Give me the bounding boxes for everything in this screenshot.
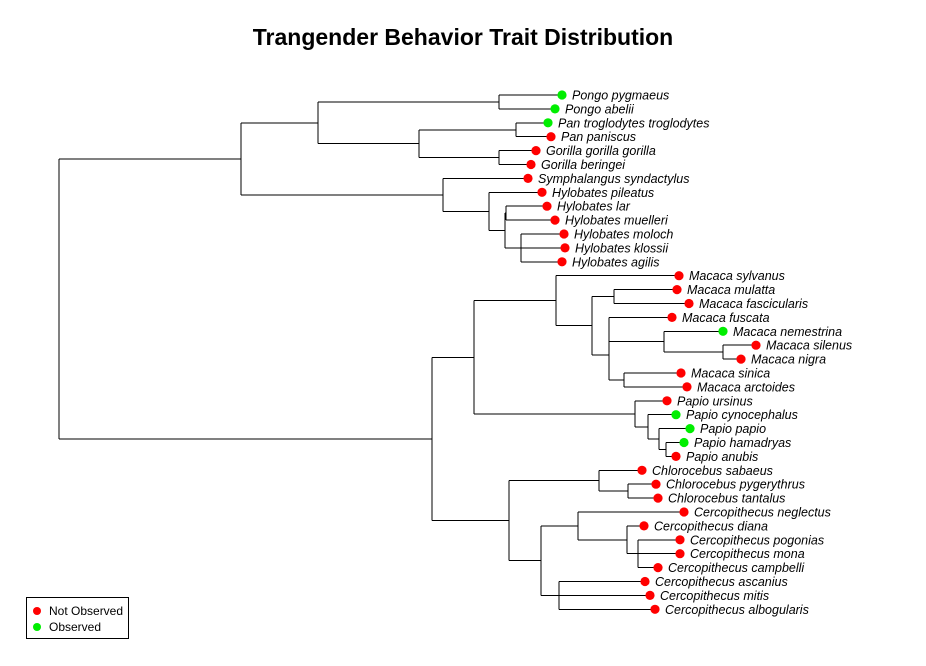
trait-marker <box>653 563 663 573</box>
species-label: Macaca silenus <box>766 339 852 353</box>
species-label: Cercopithecus ascanius <box>655 575 788 589</box>
species-label: Chlorocebus pygerythrus <box>666 478 805 492</box>
species-label: Chlorocebus sabaeus <box>652 464 773 478</box>
trait-marker <box>672 285 682 295</box>
trait-marker <box>674 271 684 281</box>
species-label: Macaca arctoides <box>697 380 795 394</box>
species-label: Pan troglodytes troglodytes <box>558 116 709 130</box>
trait-marker <box>546 132 556 142</box>
legend: Not Observed Observed <box>26 597 129 639</box>
trait-marker <box>557 90 567 100</box>
trait-marker <box>640 576 650 587</box>
legend-label-not-observed: Not Observed <box>49 604 124 618</box>
species-label: Cercopithecus neglectus <box>694 506 831 520</box>
trait-marker <box>679 437 689 448</box>
species-label: Cercopithecus campbelli <box>668 561 805 575</box>
legend-item-not-observed: Not Observed <box>33 604 123 618</box>
trait-marker <box>526 159 536 170</box>
legend-label-observed: Observed <box>49 620 102 634</box>
trait-marker <box>531 146 541 156</box>
trait-marker <box>559 229 569 239</box>
species-label: Papio papio <box>700 422 766 436</box>
species-label: Hylobates lar <box>557 200 631 214</box>
species-label: Macaca fascicularis <box>699 297 808 311</box>
legend-observed-swatch <box>33 623 41 631</box>
species-label: Papio ursinus <box>677 394 753 408</box>
species-label: Cercopithecus diana <box>654 519 768 533</box>
trait-marker <box>653 493 663 503</box>
trait-marker <box>671 410 681 420</box>
legend-not-observed-swatch <box>33 607 41 615</box>
species-label: Macaca sinica <box>691 367 770 381</box>
trait-marker <box>537 187 547 197</box>
species-label: Papio cynocephalus <box>686 408 798 422</box>
trait-marker <box>718 326 728 336</box>
species-label: Macaca sylvanus <box>689 269 785 283</box>
species-label: Papio hamadryas <box>694 436 791 450</box>
species-label: Symphalangus syndactylus <box>538 172 689 186</box>
trait-marker <box>550 215 560 225</box>
trait-marker <box>676 368 686 378</box>
tree-branches <box>58 94 756 610</box>
species-label: Cercopithecus pogonias <box>690 533 824 547</box>
trait-marker <box>684 298 694 309</box>
species-label: Pongo abelii <box>565 102 635 116</box>
species-label: Chlorocebus tantalus <box>668 492 785 506</box>
trait-marker <box>645 590 655 601</box>
species-label: Cercopithecus albogularis <box>665 603 809 617</box>
trait-marker <box>639 521 649 531</box>
trait-marker <box>675 549 685 559</box>
species-label: Gorilla beringei <box>541 158 626 172</box>
species-label: Gorilla gorilla gorilla <box>546 144 656 158</box>
trait-marker <box>675 535 685 545</box>
trait-marker <box>736 354 746 364</box>
species-label: Macaca fuscata <box>682 311 770 325</box>
species-label: Macaca mulatta <box>687 283 775 297</box>
species-label: Hylobates klossii <box>575 241 669 255</box>
species-label: Hylobates muelleri <box>565 214 669 228</box>
trait-marker <box>751 340 761 350</box>
species-label: Pan paniscus <box>561 130 636 144</box>
trait-marker <box>523 173 533 183</box>
trait-marker <box>543 118 553 128</box>
trait-marker <box>637 465 647 475</box>
species-label: Papio anubis <box>686 450 758 464</box>
species-label: Pongo pygmaeus <box>572 89 669 103</box>
trait-marker <box>650 604 660 614</box>
species-label: Cercopithecus mitis <box>660 589 769 603</box>
species-label: Hylobates pileatus <box>552 186 654 200</box>
trait-marker <box>685 424 695 434</box>
species-label: Macaca nigra <box>751 353 826 367</box>
trait-marker <box>557 257 567 267</box>
diagram-title: Trangender Behavior Trait Distribution <box>252 24 674 50</box>
species-label: Macaca nemestrina <box>733 325 842 339</box>
trait-marker <box>662 396 672 406</box>
species-label: Hylobates agilis <box>572 255 660 269</box>
trait-marker <box>682 382 692 392</box>
trait-marker <box>667 312 677 322</box>
species-label: Hylobates moloch <box>574 228 673 242</box>
trait-marker <box>651 479 661 489</box>
trait-marker <box>550 104 560 114</box>
trait-marker <box>560 243 570 253</box>
trait-marker <box>671 451 681 461</box>
trait-marker <box>542 201 552 211</box>
trait-marker <box>679 507 689 517</box>
species-label: Cercopithecus mona <box>690 547 805 561</box>
legend-item-observed: Observed <box>33 620 101 634</box>
